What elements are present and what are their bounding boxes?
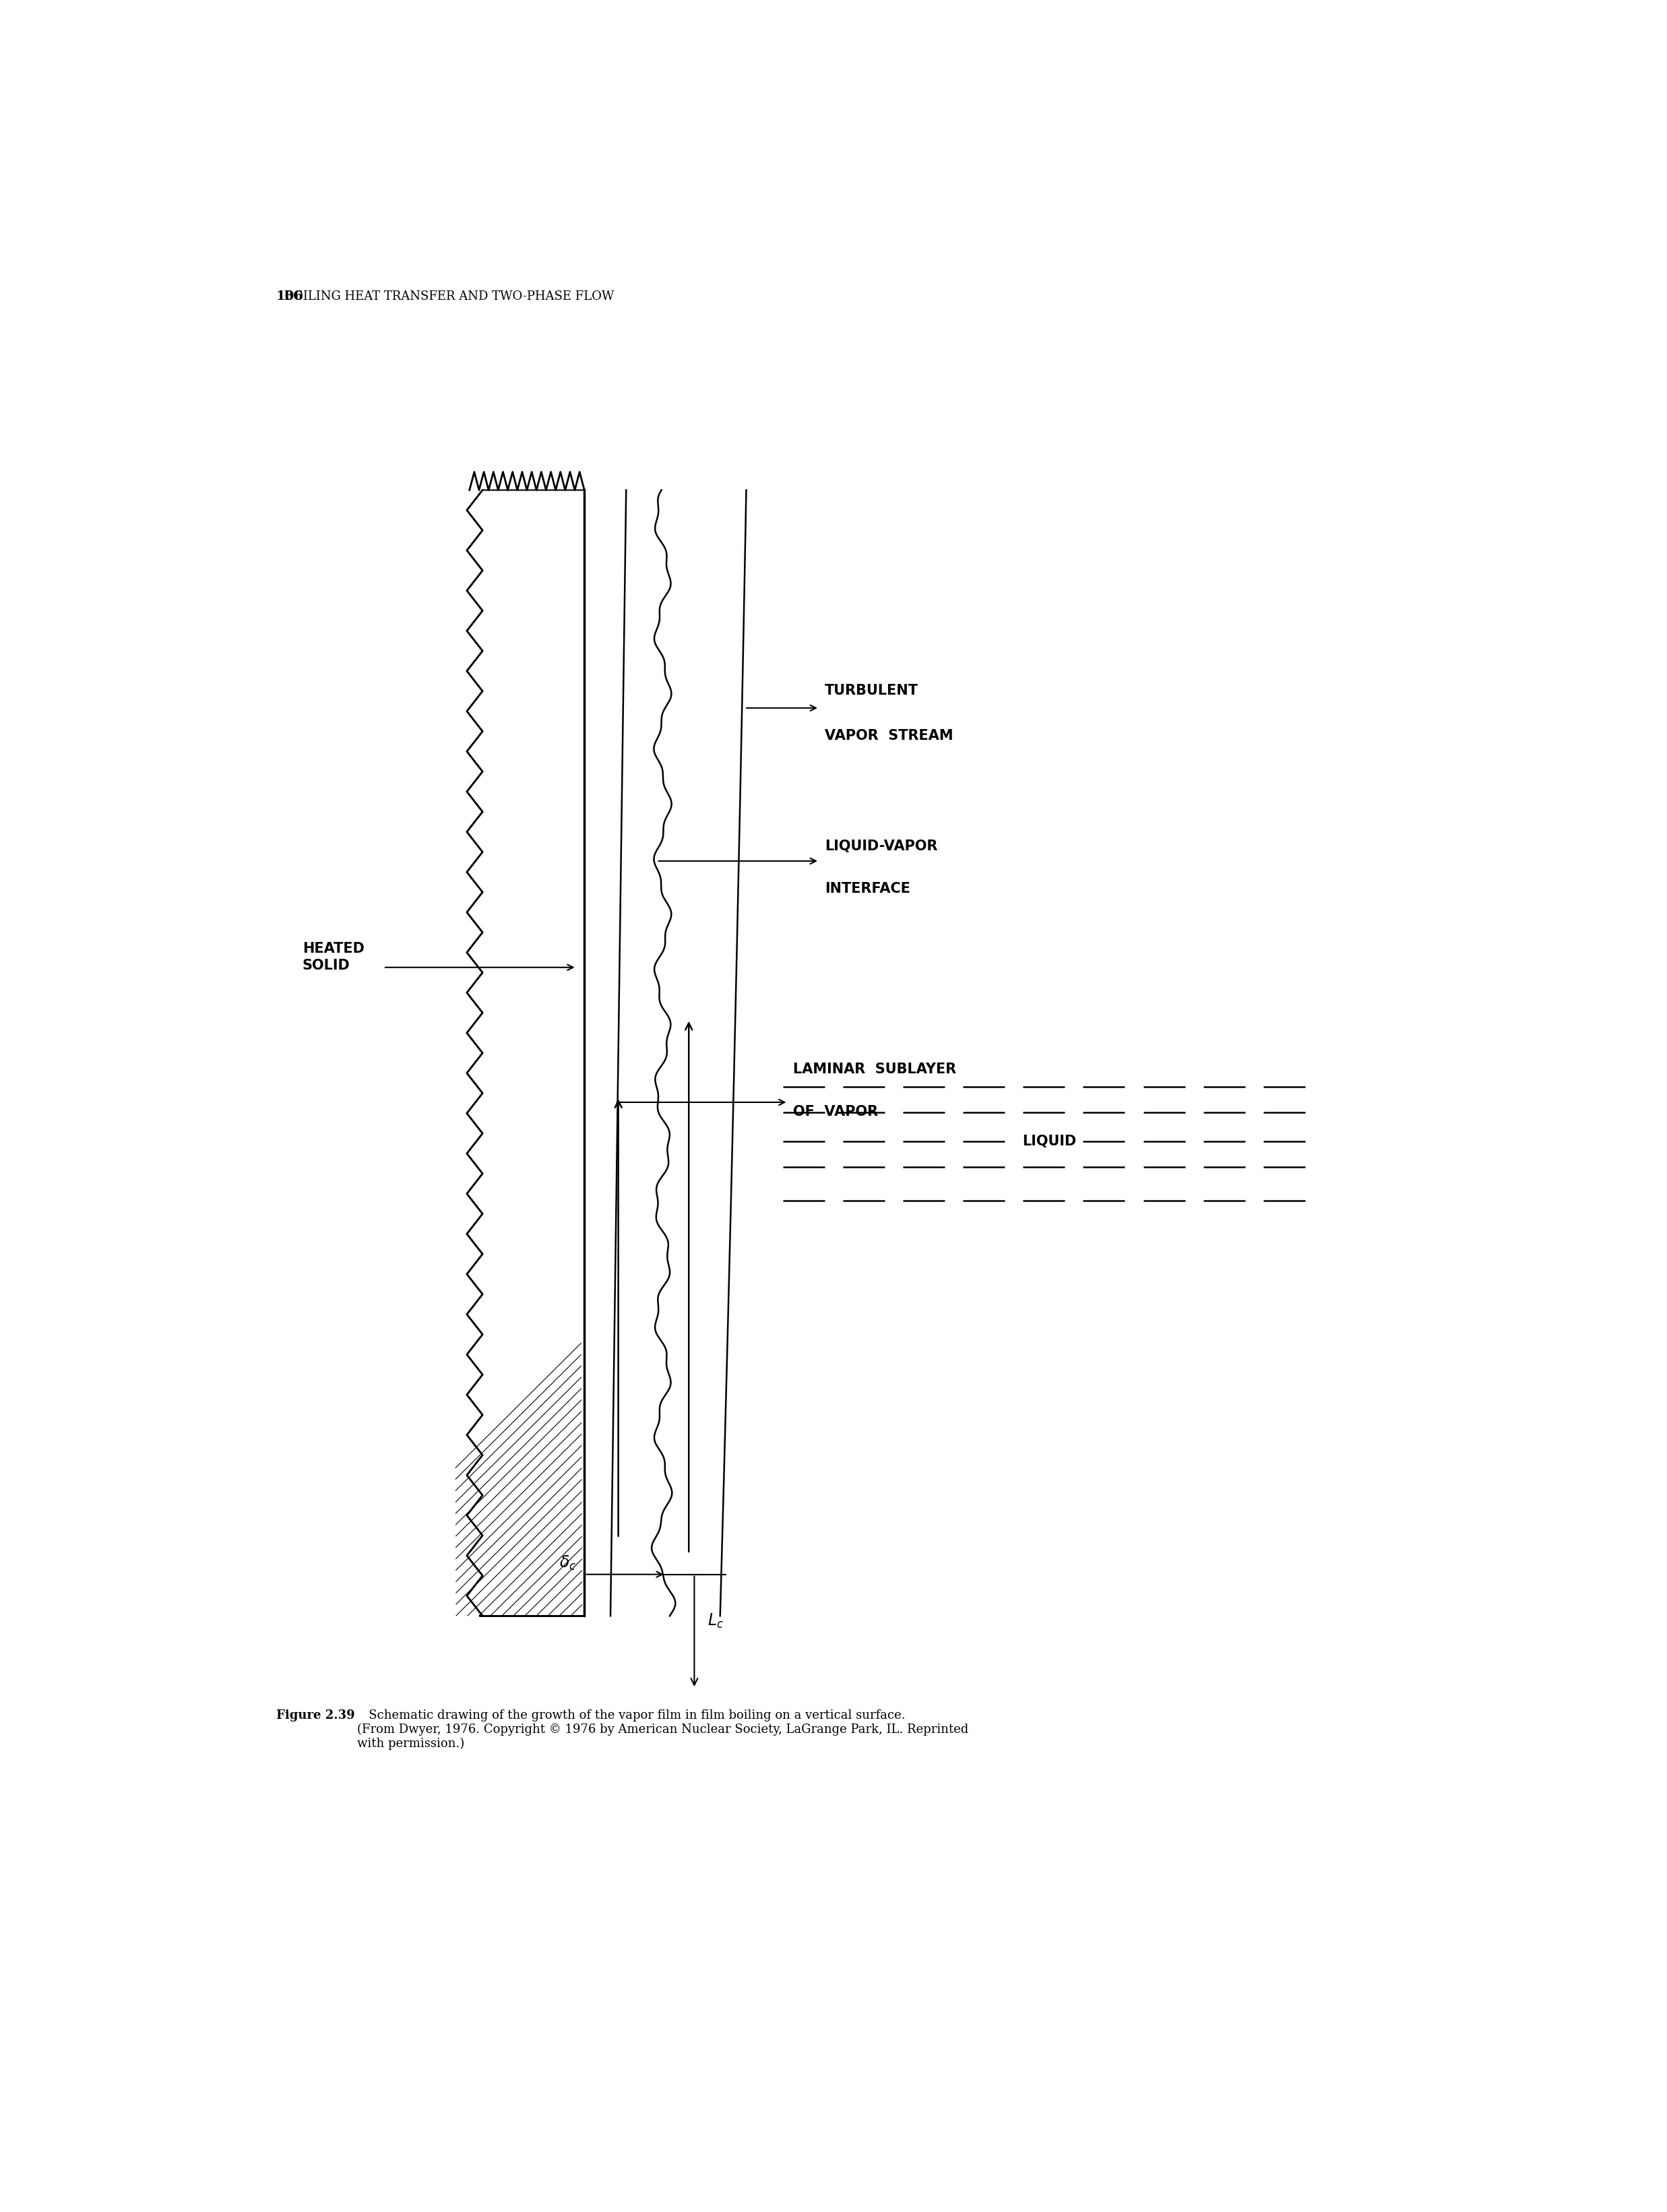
- Text: LIQUID-VAPOR: LIQUID-VAPOR: [825, 841, 937, 854]
- Text: Schematic drawing of the growth of the vapor film in film boiling on a vertical : Schematic drawing of the growth of the v…: [357, 1710, 969, 1750]
- Text: HEATED
SOLID: HEATED SOLID: [302, 942, 365, 971]
- Text: $\delta_c$: $\delta_c$: [560, 1555, 577, 1573]
- Text: TURBULENT: TURBULENT: [825, 684, 919, 697]
- Text: OF  VAPOR: OF VAPOR: [793, 1104, 879, 1119]
- Text: VAPOR  STREAM: VAPOR STREAM: [825, 728, 954, 743]
- Text: 106: 106: [277, 290, 303, 303]
- Text: LAMINAR  SUBLAYER: LAMINAR SUBLAYER: [793, 1062, 957, 1077]
- Text: Figure 2.39: Figure 2.39: [277, 1710, 355, 1721]
- Text: LIQUID: LIQUID: [1022, 1135, 1077, 1148]
- Polygon shape: [467, 491, 585, 1617]
- Text: BOILING HEAT TRANSFER AND TWO-PHASE FLOW: BOILING HEAT TRANSFER AND TWO-PHASE FLOW: [277, 290, 613, 303]
- Text: $L_c$: $L_c$: [707, 1613, 723, 1630]
- Text: INTERFACE: INTERFACE: [825, 883, 910, 896]
